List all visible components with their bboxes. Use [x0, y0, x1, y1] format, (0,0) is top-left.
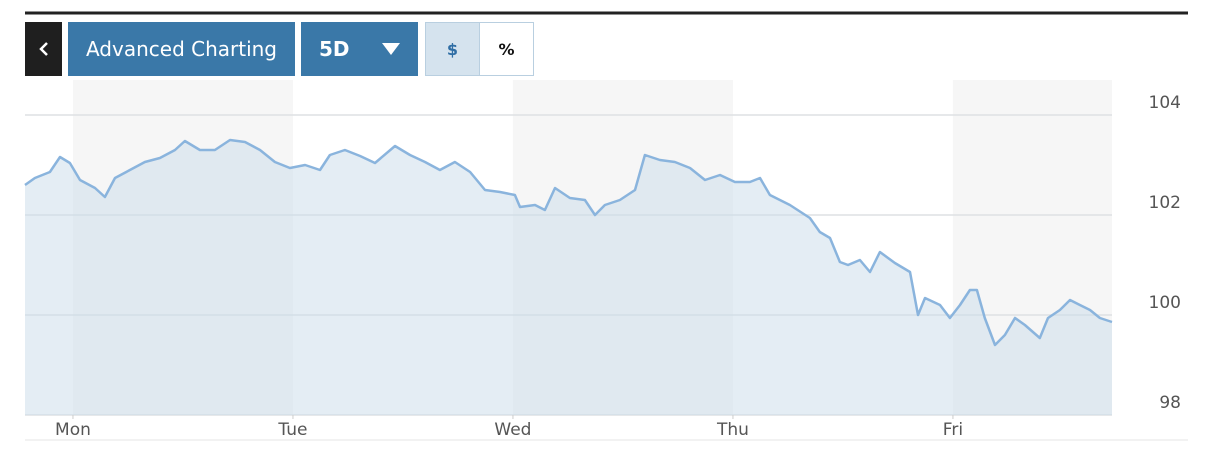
- chevron-icon: [38, 42, 48, 56]
- y-tick-label: 100: [1149, 293, 1181, 313]
- percent-label: %: [498, 39, 515, 59]
- percent-toggle[interactable]: %: [480, 22, 534, 76]
- button-label: Advanced Charting: [85, 37, 278, 61]
- x-tick-label: Mon: [55, 420, 91, 440]
- range-dropdown[interactable]: 5D: [301, 22, 418, 76]
- dollar-toggle[interactable]: $: [425, 22, 480, 76]
- dropdown-arrow: [382, 43, 400, 55]
- range-label: 5D: [319, 37, 350, 61]
- area: [25, 140, 1112, 415]
- x-tick-label: Fri: [943, 420, 963, 440]
- advanced-charting-button[interactable]: Advanced Charting: [68, 22, 295, 76]
- y-tick-label: 102: [1149, 193, 1181, 213]
- x-tick-label: Thu: [716, 420, 749, 440]
- price-line: [24, 138, 1113, 347]
- y-tick-label: 98: [1159, 393, 1181, 413]
- back-button[interactable]: [25, 22, 62, 76]
- x-tick-label: Tue: [277, 420, 307, 440]
- dollar-label: $: [446, 39, 459, 59]
- y-tick-label: 104: [1149, 93, 1181, 113]
- x-tick-label: Wed: [494, 420, 531, 440]
